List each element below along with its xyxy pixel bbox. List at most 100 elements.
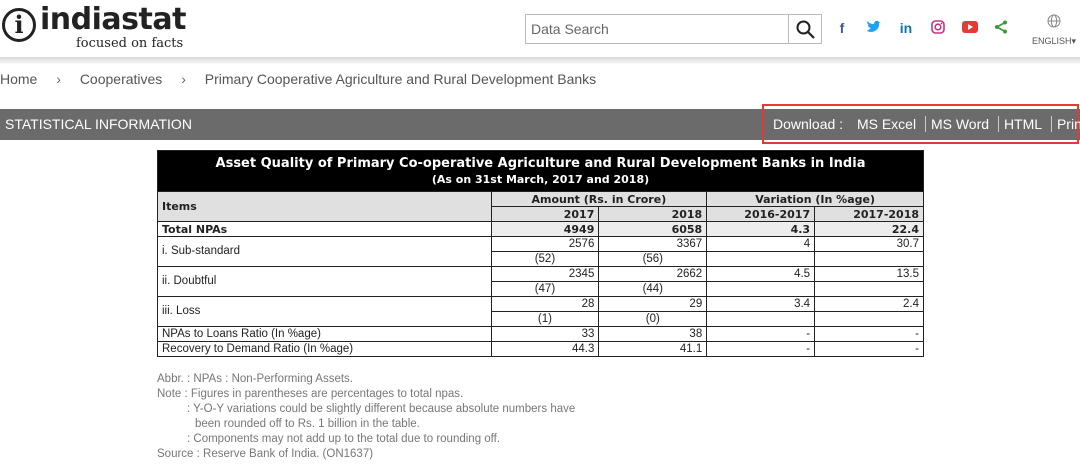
search-box bbox=[525, 14, 822, 44]
download-label: Download : bbox=[773, 116, 844, 132]
twitter-icon[interactable] bbox=[864, 20, 884, 40]
cell-value: 22.4 bbox=[814, 221, 924, 237]
row-label: NPAs to Loans Ratio (In %age) bbox=[157, 326, 492, 342]
search-input[interactable] bbox=[526, 15, 788, 43]
table-subheader-row: 2017 2018 2016-2017 2017-2018 bbox=[158, 206, 924, 222]
cell-value: - bbox=[706, 341, 816, 357]
cell-value: 4.5 bbox=[706, 266, 816, 282]
share-nodes-icon bbox=[995, 20, 1007, 34]
table-subtitle: (As on 31st March, 2017 and 2018) bbox=[431, 173, 650, 186]
row-label: Recovery to Demand Ratio (In %age) bbox=[157, 341, 492, 357]
youtube-icon[interactable] bbox=[960, 20, 980, 40]
cell-value: 30.7 bbox=[814, 236, 924, 252]
note-line: Note : Figures in parentheses are percen… bbox=[157, 388, 464, 400]
note-line: : Y-O-Y variations could be slightly dif… bbox=[187, 403, 576, 415]
note-line: : Components may not add up to the total… bbox=[187, 433, 501, 445]
breadcrumb-current: Primary Cooperative Agriculture and Rura… bbox=[204, 71, 597, 87]
row-label: ii. Doubtful bbox=[157, 266, 492, 297]
cell-value: 28 bbox=[490, 296, 600, 312]
cell-value: 13.5 bbox=[814, 266, 924, 282]
youtube-logo-icon bbox=[962, 21, 978, 33]
table-row: i. Sub-standard 2576 3367 4 30.7 bbox=[157, 236, 924, 267]
html-link[interactable]: HTML bbox=[997, 116, 1047, 132]
cell-value: - bbox=[814, 326, 924, 342]
breadcrumb: Home › Cooperatives › Primary Cooperativ… bbox=[0, 71, 596, 87]
table-header-row: Items Amount (Rs. in Crore) Variation (I… bbox=[157, 191, 924, 222]
cell-value: 29 bbox=[598, 296, 708, 312]
facebook-icon[interactable]: f bbox=[839, 20, 845, 36]
chevron-right-icon: › bbox=[181, 71, 186, 87]
cell-empty bbox=[814, 251, 924, 267]
table-notes: Abbr. : NPAs : Non-Performing Assets. No… bbox=[157, 372, 575, 462]
cell-empty bbox=[706, 281, 816, 297]
language-label: ENGLISH▾ bbox=[1031, 36, 1077, 46]
cell-value: 6058 bbox=[598, 221, 708, 237]
row-label: Total NPAs bbox=[157, 221, 492, 237]
print-link[interactable]: Print bbox=[1050, 116, 1080, 132]
cell-value: 2.4 bbox=[814, 296, 924, 312]
cell-value: 41.1 bbox=[598, 341, 708, 357]
source-note: Source : Reserve Bank of India. (ON1637) bbox=[157, 448, 374, 460]
variation-header: Variation (In %age) bbox=[706, 191, 924, 207]
items-header: Items bbox=[157, 191, 492, 222]
ms-word-link[interactable]: MS Word bbox=[924, 116, 994, 132]
cell-value: 4.3 bbox=[706, 221, 816, 237]
asset-quality-table: Asset Quality of Primary Co-operative Ag… bbox=[157, 150, 924, 357]
table-row: Total NPAs 4949 6058 4.3 22.4 bbox=[157, 221, 924, 237]
instagram-logo-icon bbox=[931, 20, 945, 34]
abbreviation-note: Abbr. : NPAs : Non-Performing Assets. bbox=[157, 373, 353, 385]
table-row: (1) (0) bbox=[158, 311, 924, 327]
cell-empty bbox=[706, 311, 816, 327]
cell-percentage: (0) bbox=[598, 311, 708, 327]
row-label: iii. Loss bbox=[157, 296, 492, 327]
logo-tagline: focused on facts bbox=[76, 36, 184, 51]
cell-empty bbox=[814, 281, 924, 297]
header-2016-2017: 2016-2017 bbox=[706, 206, 816, 222]
cell-value: - bbox=[814, 341, 924, 357]
table-title-cell: Asset Quality of Primary Co-operative Ag… bbox=[157, 150, 924, 192]
share-icon[interactable] bbox=[992, 20, 1010, 40]
cell-percentage: (52) bbox=[490, 251, 600, 267]
cell-percentage: (1) bbox=[490, 311, 600, 327]
header-2017-2018: 2017-2018 bbox=[814, 206, 924, 222]
chevron-right-icon: › bbox=[56, 71, 61, 87]
header-2017: 2017 bbox=[490, 206, 600, 222]
note-line: been rounded off to Rs. 1 billion in the… bbox=[195, 418, 420, 430]
table-row: Recovery to Demand Ratio (In %age) 44.3 … bbox=[157, 341, 924, 357]
breadcrumb-home[interactable]: Home bbox=[0, 71, 38, 87]
row-label: i. Sub-standard bbox=[157, 236, 492, 267]
download-links: Download : MS Excel MS Word HTML Print bbox=[773, 116, 1080, 132]
logo-name: indiastat bbox=[40, 2, 186, 37]
cell-percentage: (47) bbox=[490, 281, 600, 297]
header-2018: 2018 bbox=[598, 206, 708, 222]
linkedin-icon[interactable]: in bbox=[899, 20, 913, 36]
twitter-bird-icon bbox=[867, 20, 881, 32]
cell-value: 2345 bbox=[490, 266, 600, 282]
search-button[interactable] bbox=[788, 15, 821, 43]
cell-value: 4 bbox=[706, 236, 816, 252]
statistical-info-bar: STATISTICAL INFORMATION bbox=[0, 109, 1080, 140]
cell-value: 2662 bbox=[598, 266, 708, 282]
cell-percentage: (44) bbox=[598, 281, 708, 297]
breadcrumb-cooperatives[interactable]: Cooperatives bbox=[79, 71, 163, 87]
site-header: i indiastat focused on facts f in ENGLIS… bbox=[0, 0, 1080, 60]
globe-icon bbox=[1047, 14, 1061, 28]
table-row: ii. Doubtful 2345 2662 4.5 13.5 bbox=[157, 266, 924, 297]
cell-value: 38 bbox=[598, 326, 708, 342]
info-icon: i bbox=[2, 8, 36, 42]
ms-excel-link[interactable]: MS Excel bbox=[856, 116, 917, 132]
cell-value: 3.4 bbox=[706, 296, 816, 312]
language-selector[interactable]: ENGLISH▾ bbox=[1028, 14, 1080, 47]
table-row: NPAs to Loans Ratio (In %age) 33 38 - - bbox=[157, 326, 924, 342]
cell-value: 2576 bbox=[490, 236, 600, 252]
cell-percentage: (56) bbox=[598, 251, 708, 267]
download-highlight-box bbox=[762, 104, 1079, 144]
table-title: Asset Quality of Primary Co-operative Ag… bbox=[215, 156, 866, 171]
cell-value: 3367 bbox=[598, 236, 708, 252]
section-title: STATISTICAL INFORMATION bbox=[5, 116, 192, 132]
cell-value: 4949 bbox=[490, 221, 600, 237]
table-row: iii. Loss 28 29 3.4 2.4 bbox=[157, 296, 924, 327]
cell-value: - bbox=[706, 326, 816, 342]
cell-empty bbox=[814, 311, 924, 327]
instagram-icon[interactable] bbox=[928, 20, 948, 40]
